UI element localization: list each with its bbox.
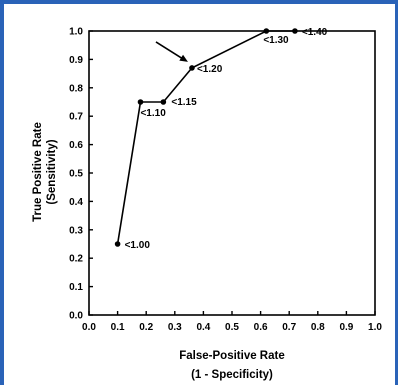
data-point bbox=[114, 241, 121, 247]
y-tick-label: 0.0 bbox=[69, 311, 83, 322]
y-tick-label: 0.9 bbox=[69, 55, 83, 66]
y-tick-label: 0.3 bbox=[69, 225, 83, 236]
data-point bbox=[292, 28, 298, 34]
x-tick-label: 0.9 bbox=[339, 322, 353, 333]
point-label: <1.30 bbox=[263, 35, 289, 46]
y-tick-label: 0.7 bbox=[69, 112, 83, 123]
x-tick-label: 0.3 bbox=[168, 322, 182, 333]
annotation-arrow bbox=[155, 41, 188, 62]
x-tick-label: 0.1 bbox=[111, 322, 125, 333]
y-tick-label: 0.8 bbox=[69, 83, 83, 94]
y-tick-label: 0.4 bbox=[69, 197, 83, 208]
point-label: <1.15 bbox=[171, 97, 197, 108]
y-tick-label: 0.6 bbox=[69, 140, 83, 151]
x-tick-label: 0.2 bbox=[139, 322, 153, 333]
x-axis-title: False-Positive Rate bbox=[179, 350, 284, 362]
y-axis-subtitle: (Sensitivity) bbox=[46, 139, 58, 204]
y-ticks: 0.0 0.1 0.2 0.3 0.4 0.5 0.6 0.7 0.8 0.9 1.0 bbox=[69, 27, 93, 322]
point-label: <1.00 bbox=[125, 240, 151, 251]
x-tick-label: 0.7 bbox=[282, 322, 296, 333]
x-tick-label: 0.0 bbox=[82, 322, 96, 333]
y-tick-label: 0.5 bbox=[69, 169, 83, 180]
y-tick-label: 0.2 bbox=[69, 254, 83, 265]
x-axis-subtitle: (1 - Specificity) bbox=[191, 369, 273, 381]
data-points bbox=[114, 28, 298, 247]
point-label: <1.20 bbox=[197, 64, 223, 75]
data-point bbox=[263, 28, 270, 34]
x-tick-label: 1.0 bbox=[368, 322, 382, 333]
y-tick-label: 0.1 bbox=[69, 282, 83, 293]
plot-area bbox=[88, 30, 376, 316]
data-point bbox=[160, 99, 167, 105]
point-label: <1.40 bbox=[302, 27, 328, 38]
x-tick-label: 0.5 bbox=[225, 322, 239, 333]
x-tick-label: 0.8 bbox=[311, 322, 325, 333]
y-tick-label: 1.0 bbox=[69, 27, 83, 38]
x-tick-label: 0.4 bbox=[196, 322, 210, 333]
roc-curve bbox=[116, 30, 295, 245]
data-point bbox=[189, 65, 195, 71]
data-labels: <1.00 <1.10 <1.15 <1.20 <1.30 <1.40 bbox=[125, 27, 328, 251]
y-axis-title: True Positive Rate bbox=[32, 122, 44, 222]
x-tick-label: 0.6 bbox=[254, 322, 268, 333]
x-ticks: 0.0 0.1 0.2 0.3 0.4 0.5 0.6 0.7 0.8 0.9 1.0 bbox=[82, 311, 382, 333]
point-label: <1.10 bbox=[140, 108, 166, 119]
data-point bbox=[137, 99, 144, 105]
